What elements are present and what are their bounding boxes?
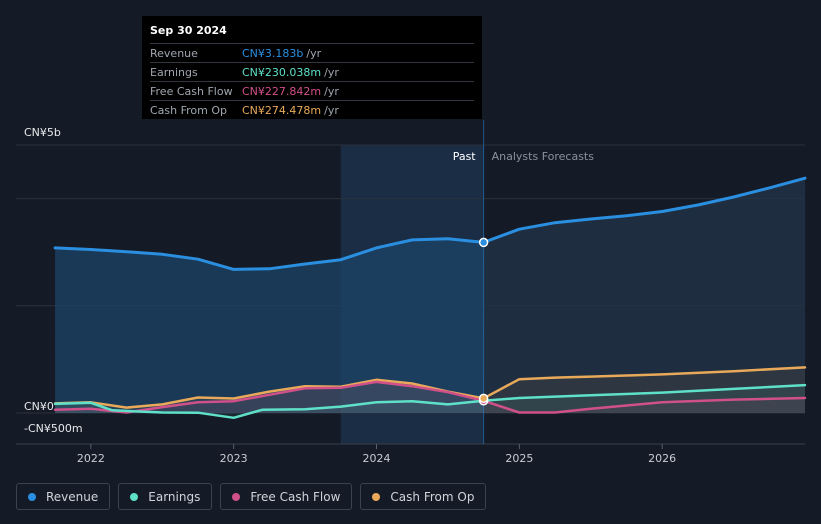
tooltip-unit: /yr (324, 103, 339, 117)
x-tick-label: 2023 (220, 452, 248, 465)
y-tick-label: -CN¥500m (24, 422, 83, 435)
tooltip-label: Revenue (150, 46, 198, 60)
revenue-area-past (55, 238, 484, 413)
legend-item-earnings[interactable]: Earnings (118, 483, 213, 510)
cash-from-op-line (53, 366, 807, 409)
legend-item-revenue[interactable]: Revenue (16, 483, 111, 510)
legend-label: Revenue (46, 489, 99, 504)
free-cash-flow-area (55, 381, 806, 413)
tooltip-label: Cash From Op (150, 103, 228, 117)
x-tick-label: 2022 (77, 452, 105, 465)
earnings-area (55, 385, 806, 418)
tooltip-row-cash-from-op: Cash From Op CN¥274.478m /yr (150, 100, 474, 119)
chart-legend: Revenue Earnings Free Cash Flow Cash Fro… (16, 483, 487, 510)
x-tick-label: 2026 (648, 452, 676, 465)
revenue-line (53, 176, 807, 271)
tooltip-date: Sep 30 2024 (150, 24, 227, 37)
tooltip-label: Earnings (150, 65, 198, 79)
tooltip-row-revenue: Revenue CN¥3.183b /yr (150, 43, 474, 62)
revenue-dot-icon (28, 492, 36, 501)
earnings-dot-icon (130, 492, 139, 501)
cash-from-op-dot-icon (372, 492, 381, 501)
tooltip-row-earnings: Earnings CN¥230.038m /yr (150, 62, 474, 81)
legend-label: Earnings (148, 489, 201, 504)
y-tick-label: CN¥5b (24, 126, 61, 139)
legend-label: Cash From Op (390, 489, 475, 504)
x-tick-label: 2024 (363, 452, 391, 465)
tooltip-row-free-cash-flow: Free Cash Flow CN¥227.842m /yr (150, 81, 474, 100)
free-cash-flow-line (53, 380, 807, 414)
earnings-line (53, 383, 807, 420)
revenue-marker (478, 237, 489, 248)
tooltip-unit: /yr (324, 84, 339, 98)
tooltip-unit: /yr (324, 65, 339, 79)
tooltip-unit: /yr (306, 46, 322, 60)
tooltip-value: CN¥3.183b (242, 46, 304, 60)
legend-item-cash-from-op[interactable]: Cash From Op (360, 483, 487, 510)
hover-tooltip: Sep 30 2024 Revenue CN¥3.183b /yr Earnin… (142, 16, 482, 119)
past-label: Past (453, 150, 477, 163)
free-cash-flow-dot-icon (232, 492, 241, 501)
x-tick-label: 2025 (505, 452, 533, 465)
tooltip-value: CN¥230.038m (242, 65, 322, 79)
legend-item-free-cash-flow[interactable]: Free Cash Flow (220, 483, 353, 510)
cash-from-op-marker (478, 393, 489, 404)
revenue-area-forecast (483, 178, 805, 413)
tooltip-value: CN¥274.478m (242, 103, 322, 117)
legend-label: Free Cash Flow (250, 489, 341, 504)
y-tick-label: CN¥0 (24, 400, 54, 413)
tooltip-value: CN¥227.842m (242, 84, 322, 98)
forecast-label: Analysts Forecasts (492, 150, 595, 163)
tooltip-label: Free Cash Flow (150, 84, 233, 98)
